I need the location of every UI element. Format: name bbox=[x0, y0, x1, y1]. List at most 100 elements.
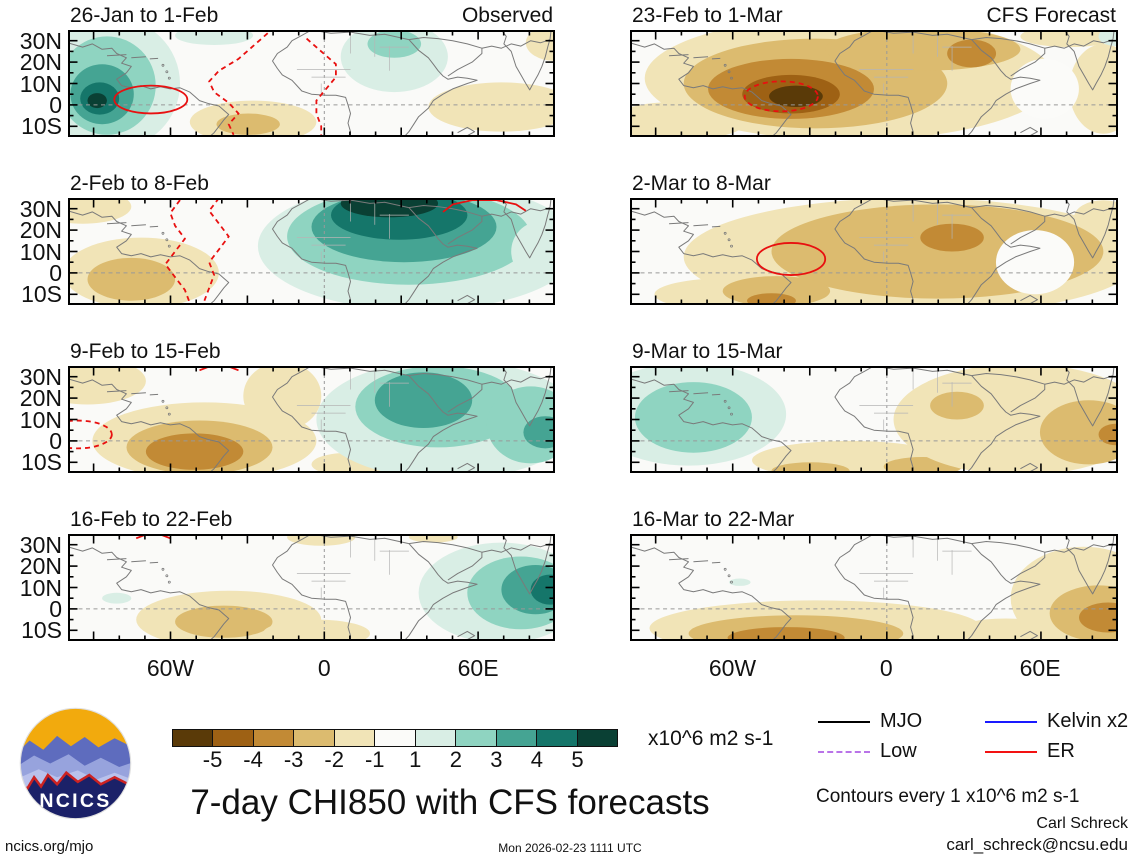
y-axis-label: 10N bbox=[19, 70, 62, 97]
y-axis-label: 0 bbox=[49, 427, 62, 454]
coastline bbox=[966, 375, 1041, 473]
coastline bbox=[873, 534, 972, 545]
coastline bbox=[873, 198, 972, 209]
y-axis-label: 30N bbox=[19, 27, 62, 54]
colorbar-cell bbox=[213, 730, 254, 746]
coastline bbox=[481, 375, 551, 385]
er-wave-contour bbox=[755, 242, 827, 276]
y-axis-label: 0 bbox=[49, 91, 62, 118]
logo-text: NCICS bbox=[39, 790, 111, 812]
panel-title: 26-Jan to 1-Feb bbox=[70, 4, 219, 27]
coastline bbox=[403, 39, 478, 137]
contour-map bbox=[68, 30, 555, 137]
y-axis-label: 10S bbox=[21, 617, 62, 644]
coastline bbox=[1020, 126, 1038, 137]
colorbar-cell bbox=[577, 730, 617, 746]
coastline bbox=[457, 294, 476, 305]
coastline bbox=[966, 543, 1041, 641]
website-link: ncics.org/mjo bbox=[5, 838, 94, 855]
coastline bbox=[1063, 30, 1115, 91]
coastline bbox=[272, 198, 351, 305]
coastline bbox=[311, 366, 410, 377]
coastline bbox=[131, 56, 146, 59]
er-wave-contour bbox=[113, 84, 189, 115]
coastline bbox=[711, 393, 721, 396]
coastline bbox=[630, 210, 792, 305]
y-axis-label: 10N bbox=[19, 238, 62, 265]
panel-title: 2-Feb to 8-Feb bbox=[70, 172, 209, 195]
coastline bbox=[669, 222, 689, 225]
map-panel-obs-week4: 16-Feb to 22-Feb bbox=[68, 507, 555, 641]
coastline bbox=[1020, 294, 1038, 305]
er-wave-contour bbox=[208, 32, 269, 136]
coastline bbox=[68, 42, 230, 137]
colorbar-tick-label: -2 bbox=[324, 747, 344, 772]
er-wave-contour bbox=[442, 199, 527, 213]
figure-title: 7-day CHI850 with CFS forecasts bbox=[190, 783, 710, 822]
coastline bbox=[834, 366, 914, 473]
panel-title: 16-Mar to 22-Mar bbox=[632, 508, 795, 531]
coastline bbox=[68, 210, 230, 305]
legend-item-kelvin: Kelvin x2 bbox=[985, 710, 1128, 733]
y-axis-label: 10S bbox=[21, 281, 62, 308]
colorbar-tick-label: 1 bbox=[409, 747, 422, 772]
coastline bbox=[106, 390, 127, 393]
generation-timestamp: Mon 2026-02-23 1111 UTC bbox=[498, 841, 642, 855]
y-axis-label: 0 bbox=[49, 595, 62, 622]
coastline bbox=[693, 392, 709, 395]
coastline bbox=[1063, 366, 1115, 427]
coastline bbox=[106, 222, 127, 225]
coastline bbox=[834, 30, 914, 137]
coastline bbox=[457, 462, 476, 473]
colorbar-cell bbox=[294, 730, 335, 746]
map-panel-fcst-week2: 2-Mar to 8-Mar bbox=[630, 171, 1118, 305]
er-wave-contour bbox=[743, 80, 819, 113]
legend-label: Kelvin x2 bbox=[1047, 710, 1129, 732]
y-axis-label: 30N bbox=[19, 531, 62, 558]
coastline bbox=[971, 373, 1046, 413]
colorbar-units: x10^6 m2 s-1 bbox=[648, 727, 774, 750]
coastline bbox=[669, 558, 689, 561]
colorbar-tick-label: -4 bbox=[243, 747, 263, 772]
coastline bbox=[669, 54, 689, 57]
mjo-line-swatch bbox=[818, 720, 870, 723]
coastline bbox=[311, 30, 410, 41]
colorbar-tick-label: 5 bbox=[571, 747, 584, 772]
coastline bbox=[131, 392, 146, 395]
er-wave-contour bbox=[306, 37, 337, 137]
colorbar-tick-labels: -5 -4 -3 -2 -1 1 2 3 4 5 bbox=[172, 747, 618, 773]
map-panel-obs-week2: 2-Feb to 8-Feb bbox=[68, 171, 555, 305]
coastline bbox=[630, 546, 792, 641]
legend-label: Low bbox=[880, 740, 917, 762]
colorbar-cell bbox=[456, 730, 497, 746]
coastline bbox=[1044, 39, 1114, 49]
panel-title: 9-Feb to 15-Feb bbox=[70, 340, 221, 363]
panel-title: 23-Feb to 1-Mar bbox=[632, 4, 783, 27]
y-axis-label: 0 bbox=[49, 259, 62, 286]
coastline bbox=[311, 198, 410, 209]
coastline bbox=[149, 225, 159, 228]
coastline bbox=[971, 541, 1046, 581]
legend-item-low: Low bbox=[818, 740, 917, 763]
contour-map bbox=[630, 366, 1118, 473]
ncics-logo: NCICS bbox=[19, 707, 132, 820]
coastline bbox=[501, 30, 552, 91]
coastline bbox=[630, 378, 792, 473]
coastline bbox=[971, 37, 1046, 77]
contour-map bbox=[68, 366, 555, 473]
logo-ridge-line bbox=[20, 770, 131, 791]
coastline bbox=[106, 558, 127, 561]
coastline bbox=[669, 390, 689, 393]
coastline bbox=[403, 543, 478, 641]
logo-rim bbox=[19, 707, 132, 820]
map-panel-obs-week3: 9-Feb to 15-Feb bbox=[68, 339, 555, 473]
x-axis-label: 0 bbox=[879, 655, 893, 681]
y-axis-label: 30N bbox=[19, 195, 62, 222]
logo-base bbox=[20, 772, 131, 819]
coastline bbox=[131, 560, 146, 563]
map-panel-fcst-week4: 16-Mar to 22-Mar bbox=[630, 507, 1118, 641]
er-line-swatch bbox=[985, 750, 1037, 753]
coastline bbox=[68, 546, 230, 641]
x-axis-label: 60W bbox=[146, 655, 195, 681]
